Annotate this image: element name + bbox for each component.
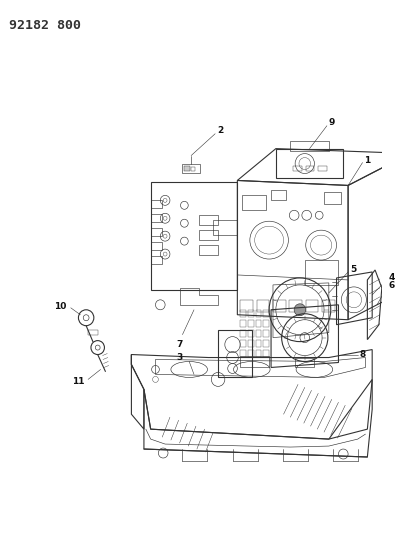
Bar: [290, 141, 329, 151]
Bar: [150, 214, 162, 222]
Text: 4: 4: [389, 273, 395, 282]
Bar: [199, 245, 218, 255]
Bar: [248, 340, 254, 346]
Bar: [322, 300, 335, 312]
Bar: [199, 230, 218, 240]
Bar: [240, 320, 246, 327]
Bar: [306, 166, 314, 172]
Bar: [88, 330, 98, 335]
Bar: [199, 215, 218, 225]
Bar: [248, 310, 254, 317]
Text: 6: 6: [389, 281, 395, 290]
Bar: [182, 164, 200, 173]
Bar: [240, 310, 246, 317]
Bar: [242, 196, 266, 211]
Text: 2: 2: [217, 126, 223, 135]
Bar: [306, 300, 318, 312]
Bar: [263, 320, 269, 327]
Bar: [256, 330, 261, 337]
Bar: [150, 200, 162, 208]
Bar: [150, 242, 162, 250]
Bar: [240, 300, 253, 312]
Bar: [293, 166, 302, 172]
Bar: [256, 310, 261, 317]
Bar: [263, 310, 269, 317]
Bar: [240, 330, 246, 337]
Text: 92182 800: 92182 800: [9, 19, 81, 33]
Text: 8: 8: [360, 350, 366, 359]
Bar: [240, 340, 246, 346]
Bar: [248, 320, 254, 327]
Bar: [248, 350, 254, 357]
Bar: [150, 228, 162, 236]
Text: 3: 3: [177, 353, 182, 362]
Bar: [184, 166, 190, 172]
Text: 7: 7: [177, 340, 183, 349]
Bar: [191, 166, 195, 171]
Bar: [263, 330, 269, 337]
Bar: [295, 358, 314, 367]
Bar: [324, 192, 341, 204]
Text: 10: 10: [55, 302, 67, 311]
Bar: [256, 340, 261, 346]
Bar: [305, 260, 339, 285]
Bar: [256, 320, 261, 327]
Bar: [150, 256, 162, 264]
Bar: [257, 300, 269, 312]
Bar: [318, 166, 327, 172]
Circle shape: [294, 304, 306, 316]
Bar: [240, 356, 269, 367]
Bar: [271, 190, 286, 200]
Bar: [273, 300, 286, 312]
Text: 9: 9: [329, 118, 335, 127]
Text: 11: 11: [72, 377, 84, 386]
Bar: [240, 350, 246, 357]
Bar: [248, 330, 254, 337]
Bar: [263, 340, 269, 346]
Text: 5: 5: [350, 265, 356, 274]
Bar: [290, 300, 302, 312]
Bar: [263, 350, 269, 357]
Text: 1: 1: [365, 156, 371, 165]
Bar: [256, 350, 261, 357]
